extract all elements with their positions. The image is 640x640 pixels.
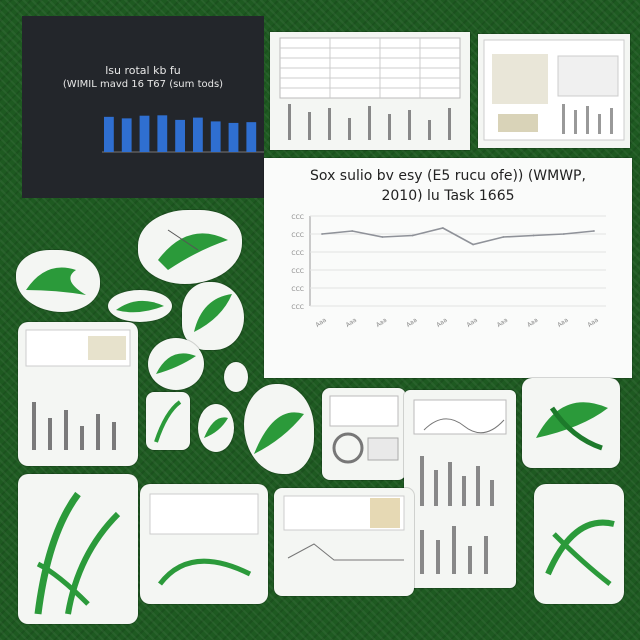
tools-illustration (483, 39, 625, 141)
x-tick-label: Aaa (556, 316, 570, 328)
spreadsheet-illustration (279, 37, 461, 140)
spreadsheet-thumbnail (270, 32, 470, 150)
dark-chart-title-line2: (WIMIL mavd 16 T67 (sum tods) (62, 79, 224, 90)
leaf-blob-8 (244, 384, 314, 474)
dark-chart-title-line1: lsu rotal kb fu (105, 64, 181, 77)
dark-bar (157, 115, 168, 152)
data-point (532, 234, 535, 237)
y-tick-label: CCC (291, 232, 304, 239)
series-line (321, 227, 595, 246)
diagram-document (322, 388, 406, 480)
plant-panel-small (146, 392, 190, 450)
y-tick-label: CCC (291, 250, 304, 257)
data-point (381, 236, 384, 238)
plant-illustration (34, 491, 121, 615)
x-tick-label: Aaa (375, 316, 389, 328)
document-illustration (25, 329, 131, 450)
line-chart-title-line2: 2010) lu Task 1665 (381, 188, 515, 204)
leaf-blob-1 (16, 250, 100, 312)
x-tick-label: Aaa (345, 316, 359, 328)
bar-document-left (18, 322, 138, 466)
leaf-blob-5 (148, 338, 204, 390)
dark-bar (228, 122, 239, 152)
document-bottom-1 (140, 484, 268, 604)
leaf-blob-3 (108, 290, 172, 322)
document-illustration (413, 399, 507, 574)
leaf-blob-4 (182, 282, 244, 350)
y-tick-label: CCC (291, 286, 304, 293)
dark-bar (175, 119, 185, 152)
leaf-illustration (536, 402, 608, 451)
x-tick-label: Aaa (314, 316, 328, 328)
dark-bar (210, 121, 221, 152)
document-illustration (149, 493, 259, 586)
line-chart: CCC CCC CCC CCC CCC CCC Aaa Aaa Aaa Aaa Aaa Aaa Aaa A… (291, 214, 606, 329)
x-tick-label: Aaa (435, 316, 449, 328)
plant-illustration (154, 400, 182, 443)
y-tick-label: CCC (291, 214, 304, 221)
leaf-illustration (254, 412, 304, 454)
leaf-panel-bottom-left (18, 474, 138, 624)
dark-bar (104, 116, 114, 152)
data-point (411, 234, 414, 237)
leaf-blob-7 (198, 404, 234, 452)
document-illustration (283, 495, 405, 561)
data-point (472, 243, 475, 246)
y-tick-label: CCC (291, 268, 304, 275)
data-point (562, 233, 565, 235)
data-point (502, 236, 505, 238)
leaf-illustration (156, 353, 196, 374)
dark-bar (193, 117, 203, 152)
leaf-panel-bottom-right (534, 484, 624, 604)
x-tick-label: Aaa (526, 316, 540, 328)
x-tick-label: Aaa (405, 316, 419, 328)
data-point (321, 233, 323, 235)
leaf-blob-6 (224, 362, 248, 392)
document-bottom-2 (274, 488, 414, 596)
tools-thumbnail (478, 34, 630, 148)
y-tick-label: CCC (291, 304, 304, 311)
leaf-illustration (204, 417, 228, 438)
data-point (351, 230, 354, 232)
leaf-illustration (158, 229, 228, 270)
x-tick-label: Aaa (586, 316, 600, 328)
dark-bar-chart (102, 115, 264, 153)
document-illustration (329, 395, 399, 464)
plant-illustration (545, 519, 615, 586)
data-point (441, 227, 444, 229)
leaf-illustration (116, 300, 164, 313)
line-chart-title-line1: Sox sulio bv esy (E5 rucu ofe)) (WMWP, (310, 168, 586, 184)
dark-bar (246, 122, 257, 152)
bar-document-center (404, 390, 516, 588)
data-point (593, 230, 595, 232)
dark-bar (121, 118, 132, 152)
dark-bar (139, 115, 150, 152)
leaf-illustration (194, 294, 232, 332)
line-chart-card: Sox sulio bv esy (E5 rucu ofe)) (WMWP, 2… (264, 158, 632, 378)
leaf-illustration (26, 267, 86, 295)
dark-chart-panel: lsu rotal kb fu (WIMIL mavd 16 T67 (sum … (22, 16, 264, 198)
x-tick-label: Aaa (496, 316, 510, 328)
leaf-document-right (522, 378, 620, 468)
leaf-blob-2 (138, 210, 242, 284)
x-tick-label: Aaa (466, 316, 480, 328)
